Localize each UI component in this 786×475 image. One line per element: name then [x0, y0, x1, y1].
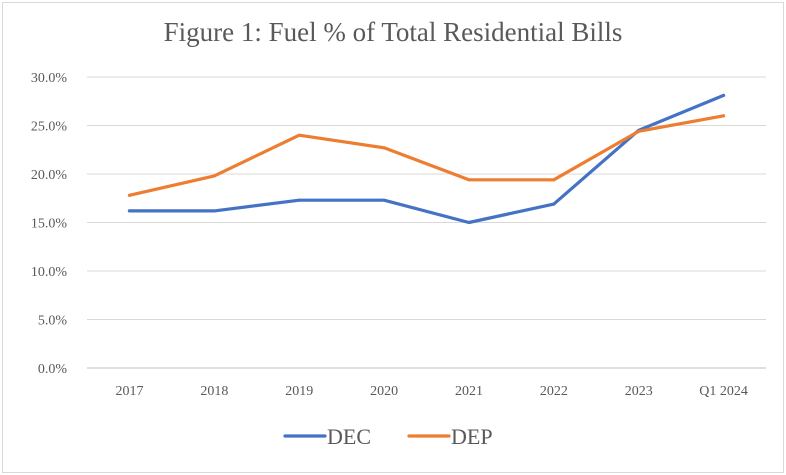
y-tick-label: 15.0% — [31, 217, 68, 232]
data-point-dep — [382, 146, 386, 150]
data-point-dep — [467, 178, 471, 182]
x-tick-label: 2022 — [540, 384, 568, 399]
data-point-dep — [637, 129, 641, 133]
data-point-dep — [722, 114, 726, 118]
x-tick-label: 2018 — [200, 384, 228, 399]
data-point-dep — [127, 193, 131, 197]
y-tick-label: 25.0% — [31, 120, 68, 135]
data-point-dep — [297, 133, 301, 137]
chart-title: Figure 1: Fuel % of Total Residential Bi… — [163, 17, 623, 47]
y-tick-label: 10.0% — [31, 265, 68, 280]
data-point-dec — [722, 93, 726, 97]
data-point-dec — [467, 221, 471, 224]
y-axis-ticks: 0.0% 5.0% 10.0% 15.0% 20.0% 25.0% 30.0% — [31, 71, 68, 377]
line-chart: 0.0%5.0%10.0%15.0%20.0%25.0%30.0% 2017 20… — [31, 71, 766, 449]
data-point-dec — [127, 209, 131, 213]
y-tick-label: 20.0% — [31, 168, 68, 183]
y-tick-label: 5.0% — [38, 314, 68, 329]
x-tick-label: Q1 2024 — [699, 384, 748, 399]
legend-label-dec: DEC — [327, 424, 371, 449]
series-line-dep — [127, 114, 726, 197]
data-point-dec — [212, 209, 216, 213]
data-point-dep — [552, 178, 556, 182]
x-tick-label: 2019 — [285, 384, 313, 399]
legend: DEC DEP — [283, 424, 493, 449]
data-point-dec — [552, 202, 556, 206]
series-lines — [127, 93, 726, 225]
x-axis-ticks: 2017 2018 2019 2020 2021 2022 2023 Q1 2024 — [115, 384, 747, 399]
x-tick-label: 2021 — [455, 384, 483, 399]
y-tick-label: 30.0% — [31, 71, 68, 86]
legend-label-dep: DEP — [451, 424, 493, 449]
y-tick-label: 0.0% — [38, 362, 68, 377]
series-line-dec — [127, 93, 726, 225]
x-tick-label: 2017 — [115, 384, 143, 399]
x-tick-label: 2020 — [370, 384, 398, 399]
x-tick-label: 2023 — [625, 384, 653, 399]
data-point-dep — [212, 174, 216, 178]
data-point-dec — [297, 198, 301, 202]
data-point-dec — [382, 198, 386, 202]
